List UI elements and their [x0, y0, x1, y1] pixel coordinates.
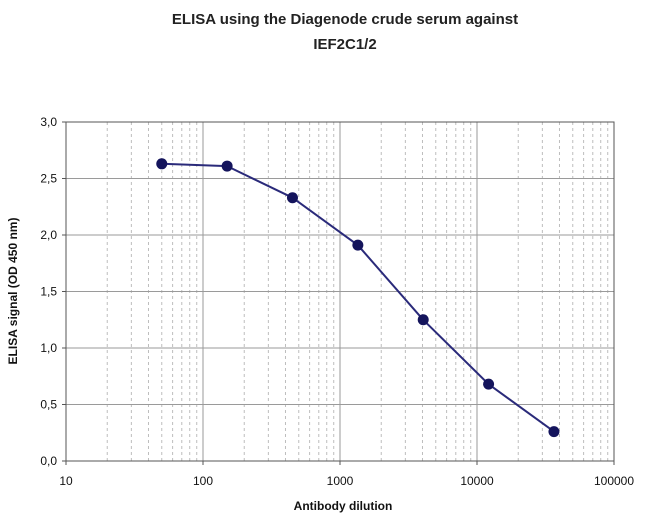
- x-tick-label: 100000: [594, 474, 634, 488]
- data-point: [352, 239, 364, 251]
- chart-title-line-1: ELISA using the Diagenode crude serum ag…: [172, 11, 518, 28]
- x-tick-label: 10: [59, 474, 73, 488]
- x-axis-label: Antibody dilution: [294, 499, 393, 513]
- data-point: [417, 314, 429, 326]
- y-axis-ticks: 0,0 0,5 1,0 1,5 2,0 2,5 3,0: [40, 115, 66, 468]
- y-axis-label: ELISA signal (OD 450 nm): [6, 218, 20, 365]
- y-tick-label: 0,5: [40, 398, 57, 412]
- x-axis-ticks: 10 100 1000 10000 100000: [59, 461, 634, 488]
- y-tick-label: 1,5: [40, 285, 57, 299]
- series-line: [161, 162, 555, 433]
- x-tick-label: 100: [193, 474, 213, 488]
- series: [156, 158, 560, 438]
- x-tick-label: 10000: [460, 474, 494, 488]
- data-point: [548, 426, 560, 438]
- grid: [65, 121, 615, 462]
- y-tick-label: 2,5: [40, 172, 57, 186]
- chart-title-line-2: IEF2C1/2: [313, 36, 376, 53]
- data-point: [156, 158, 168, 170]
- y-tick-label: 3,0: [40, 115, 57, 129]
- y-tick-label: 1,0: [40, 341, 57, 355]
- data-point: [483, 378, 495, 390]
- data-point: [286, 192, 298, 204]
- data-point: [221, 160, 233, 172]
- x-tick-label: 1000: [327, 474, 354, 488]
- y-tick-label: 0,0: [40, 454, 57, 468]
- y-tick-label: 2,0: [40, 228, 57, 242]
